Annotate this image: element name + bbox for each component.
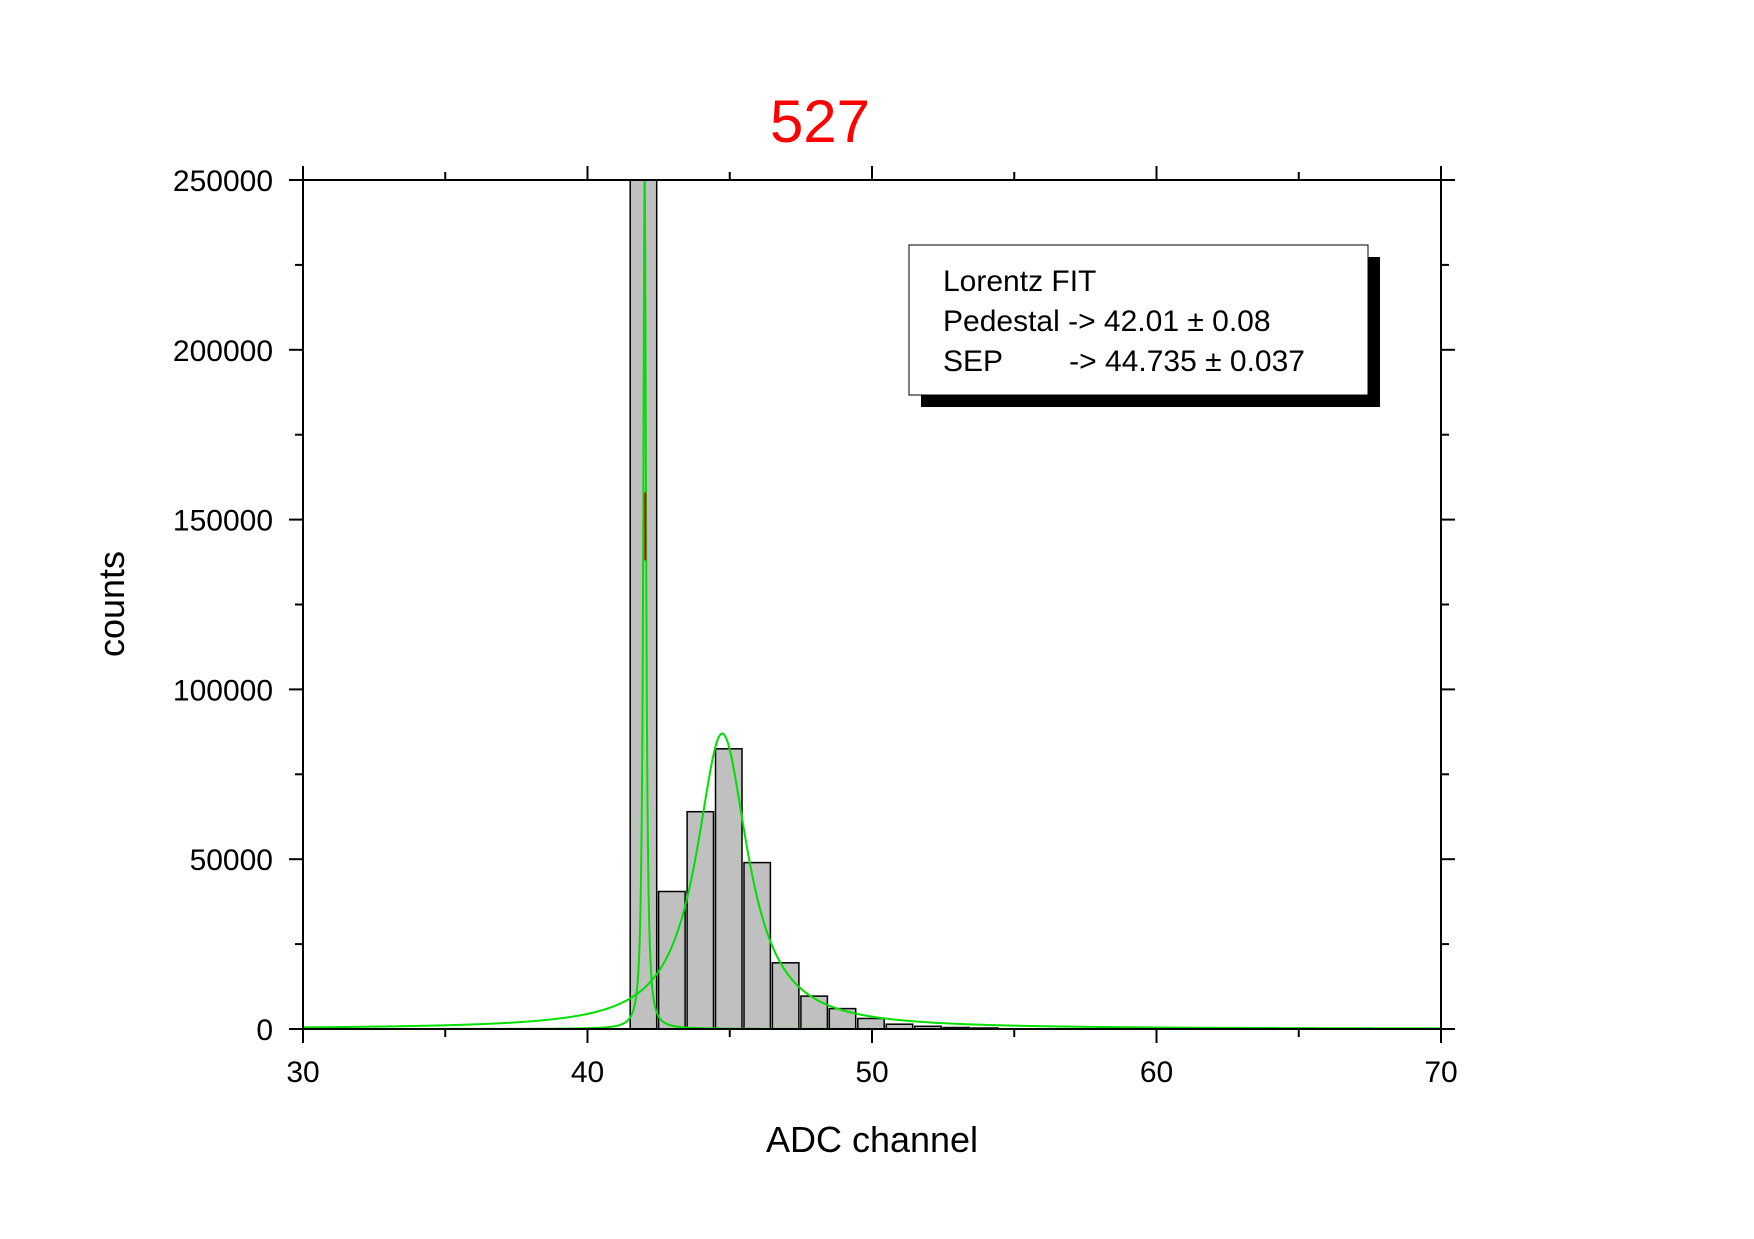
fit-legend: Lorentz FIT Pedestal -> 42.01 ± 0.08 SEP… xyxy=(908,244,1380,407)
y-axis-title: counts xyxy=(91,551,132,657)
legend-line-pedestal: Pedestal -> 42.01 ± 0.08 xyxy=(943,305,1271,338)
x-tick-label: 70 xyxy=(1424,1056,1457,1089)
x-tick-label: 50 xyxy=(855,1056,888,1089)
chart-title: 527 xyxy=(770,88,870,155)
histogram-bar xyxy=(857,1017,885,1030)
y-tick-label: 0 xyxy=(256,1014,273,1047)
histogram-bars xyxy=(629,179,999,1030)
x-tick-label: 60 xyxy=(1140,1056,1173,1089)
y-axis-ticks: 0 50000 100000 150000 200000 250000 xyxy=(173,165,1455,1047)
legend-line-title: Lorentz FIT xyxy=(943,265,1096,298)
histogram-bar xyxy=(743,861,772,1030)
legend-box xyxy=(908,244,1369,396)
histogram-bar xyxy=(686,810,715,1030)
y-tick-label: 250000 xyxy=(173,165,273,198)
fit-curve xyxy=(303,732,1441,1030)
x-axis-title: ADC channel xyxy=(766,1119,978,1160)
y-tick-label: 100000 xyxy=(173,674,273,707)
y-tick-label: 150000 xyxy=(173,505,273,538)
y-tick-label: 50000 xyxy=(190,844,273,877)
x-tick-label: 40 xyxy=(571,1056,604,1089)
histogram-bar xyxy=(771,962,800,1030)
histogram-bar xyxy=(800,995,829,1030)
y-tick-label: 200000 xyxy=(173,335,273,368)
histogram-bar xyxy=(828,1007,857,1030)
histogram-bar xyxy=(657,890,686,1030)
x-axis-ticks: 30 40 50 60 70 xyxy=(286,166,1458,1089)
legend-line-sep: SEP -> 44.735 ± 0.037 xyxy=(943,345,1305,378)
x-tick-label: 30 xyxy=(286,1056,319,1089)
